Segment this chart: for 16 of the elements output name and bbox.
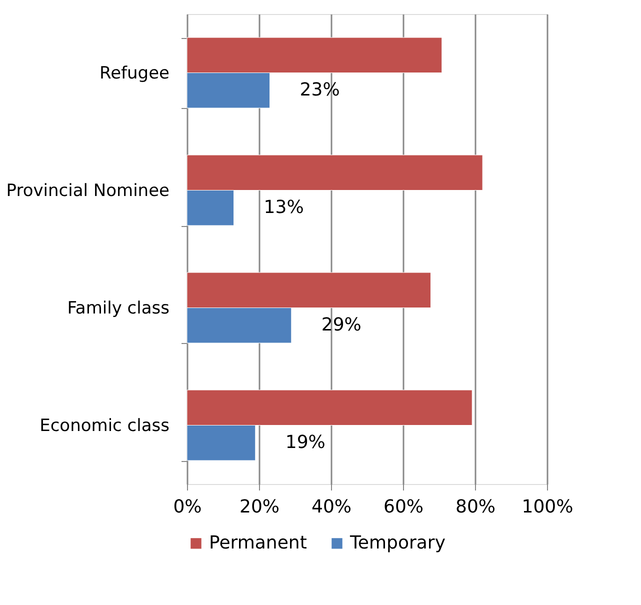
legend-label: Temporary	[349, 532, 446, 554]
y-tick-label: Family class	[67, 298, 170, 318]
x-tick-label: 20%	[239, 496, 280, 518]
x-tick-label: 40%	[311, 496, 352, 518]
x-tick-label: 60%	[383, 496, 424, 518]
y-tick-label: Economic class	[40, 416, 170, 436]
data-label: 13%	[264, 196, 304, 218]
y-tick-label: Provincial Nominee	[6, 180, 170, 201]
x-tick-label: 100%	[522, 496, 574, 518]
data-label: 19%	[285, 432, 326, 453]
x-tick-label: 80%	[455, 496, 496, 518]
x-tick-label: 0%	[173, 496, 202, 518]
data-label: 29%	[321, 314, 362, 336]
legend-label: Permanent	[209, 532, 307, 554]
y-tick-label: Refugee	[100, 63, 170, 84]
data-label: 23%	[300, 79, 340, 100]
